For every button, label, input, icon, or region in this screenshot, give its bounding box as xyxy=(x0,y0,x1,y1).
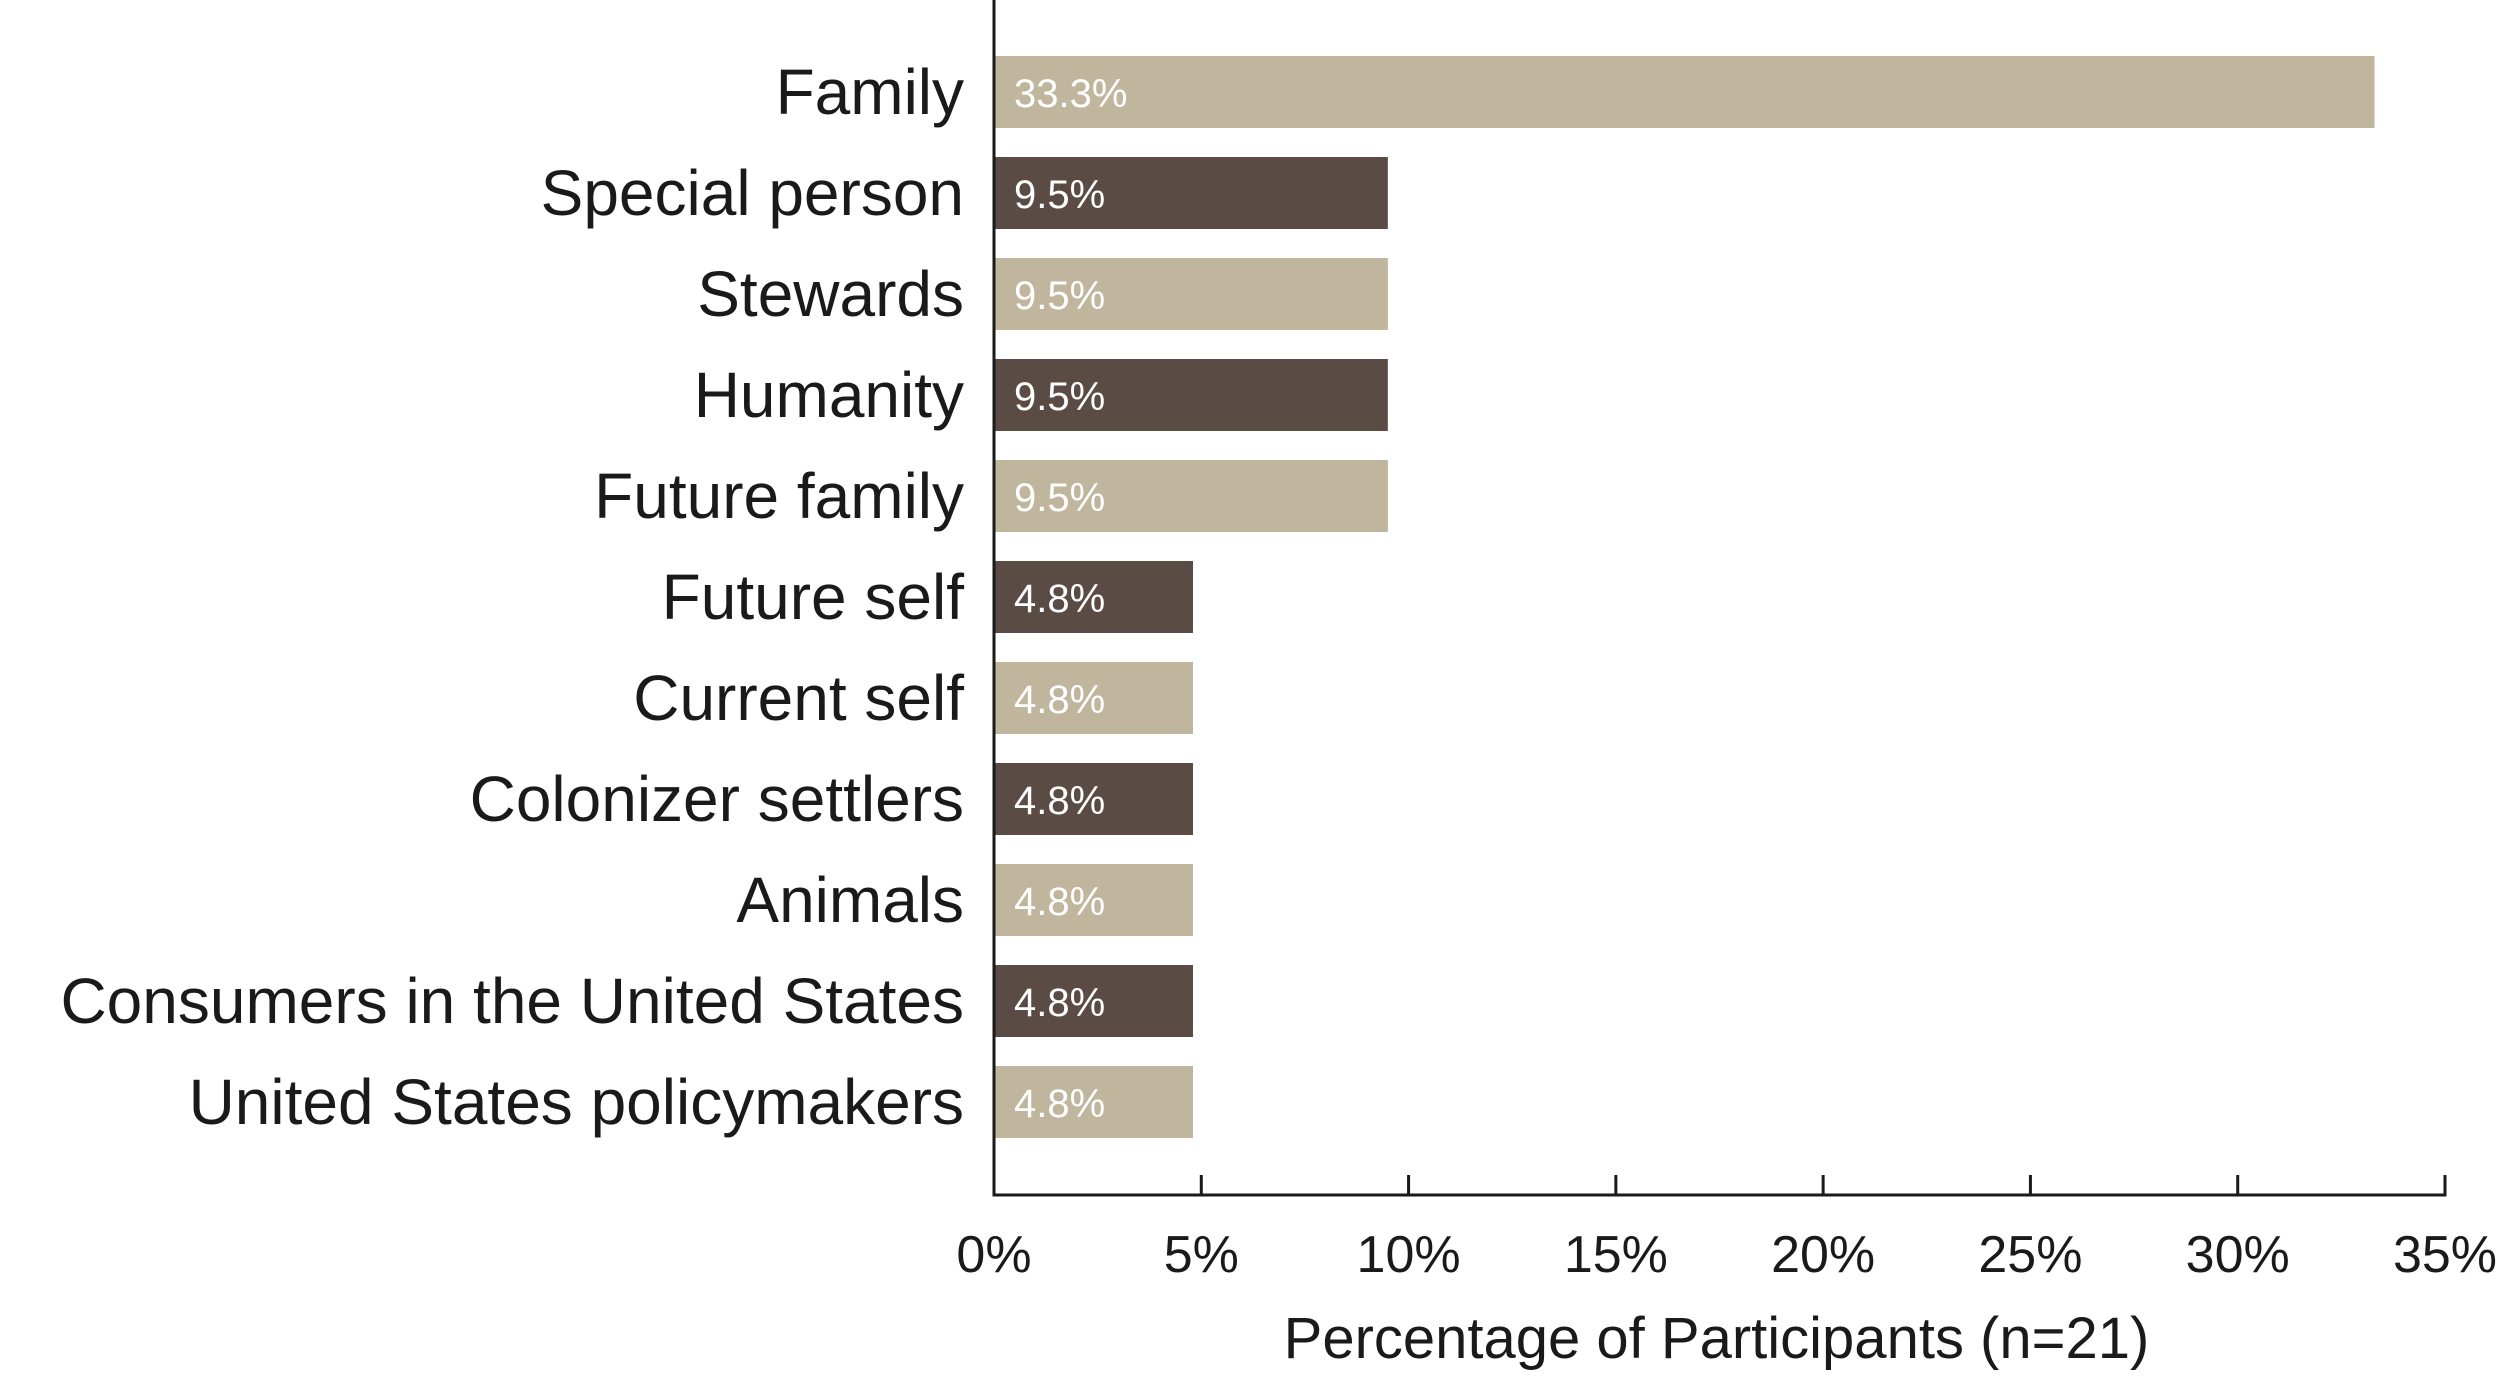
x-tick-label: 35% xyxy=(2393,1226,2497,1284)
x-axis-title: Percentage of Participants (n=21) xyxy=(1284,1306,2150,1371)
category-label: Current self xyxy=(633,662,964,734)
category-label: Animals xyxy=(736,864,964,936)
bar-data-label: 9.5% xyxy=(1014,274,1105,318)
category-label: Colonizer settlers xyxy=(470,763,964,835)
bar xyxy=(994,460,1388,532)
category-label: Future self xyxy=(662,561,965,633)
category-label: Special person xyxy=(541,157,964,229)
category-label: Family xyxy=(776,56,964,128)
category-labels: Family Special person Stewards Humanity Futu… xyxy=(60,56,964,1138)
bar xyxy=(994,561,1193,633)
bar xyxy=(994,359,1388,431)
bar xyxy=(994,662,1193,734)
bar-data-label: 9.5% xyxy=(1014,173,1105,217)
category-label: Stewards xyxy=(697,258,964,330)
bar xyxy=(994,157,1388,229)
x-tick-label: 25% xyxy=(1978,1226,2082,1284)
bar-data-label: 33.3% xyxy=(1014,72,1127,116)
bar-data-label: 4.8% xyxy=(1014,678,1105,722)
bar xyxy=(994,864,1193,936)
bar xyxy=(994,258,1388,330)
category-label: Consumers in the United States xyxy=(60,965,964,1037)
bar-data-label: 4.8% xyxy=(1014,880,1105,924)
bars xyxy=(994,56,2375,1138)
bar xyxy=(994,56,2375,128)
bar xyxy=(994,1066,1193,1138)
x-tick-label: 0% xyxy=(956,1226,1031,1284)
bar-data-label: 9.5% xyxy=(1014,375,1105,419)
x-tick-label: 15% xyxy=(1564,1226,1668,1284)
bar-data-label: 4.8% xyxy=(1014,1082,1105,1126)
bar-data-label: 9.5% xyxy=(1014,476,1105,520)
x-tick-label: 5% xyxy=(1164,1226,1239,1284)
category-label: Humanity xyxy=(694,359,964,431)
category-label: United States policymakers xyxy=(189,1066,964,1138)
category-label: Future family xyxy=(594,460,964,532)
x-tick-label: 10% xyxy=(1357,1226,1461,1284)
bar xyxy=(994,763,1193,835)
bar-data-label: 4.8% xyxy=(1014,577,1105,621)
bar xyxy=(994,965,1193,1037)
bar-data-label: 4.8% xyxy=(1014,779,1105,823)
x-axis-ticks: 0% 5% 10% 15% 20% 25% 30% 35% xyxy=(956,1175,2497,1284)
bar-data-label: 4.8% xyxy=(1014,981,1105,1025)
data-labels: 33.3% 9.5% 9.5% 9.5% 9.5% 4.8% 4.8% 4.8% 4.8% 4.8… xyxy=(1014,72,1127,1126)
x-tick-label: 30% xyxy=(2186,1226,2290,1284)
x-tick-label: 20% xyxy=(1771,1226,1875,1284)
